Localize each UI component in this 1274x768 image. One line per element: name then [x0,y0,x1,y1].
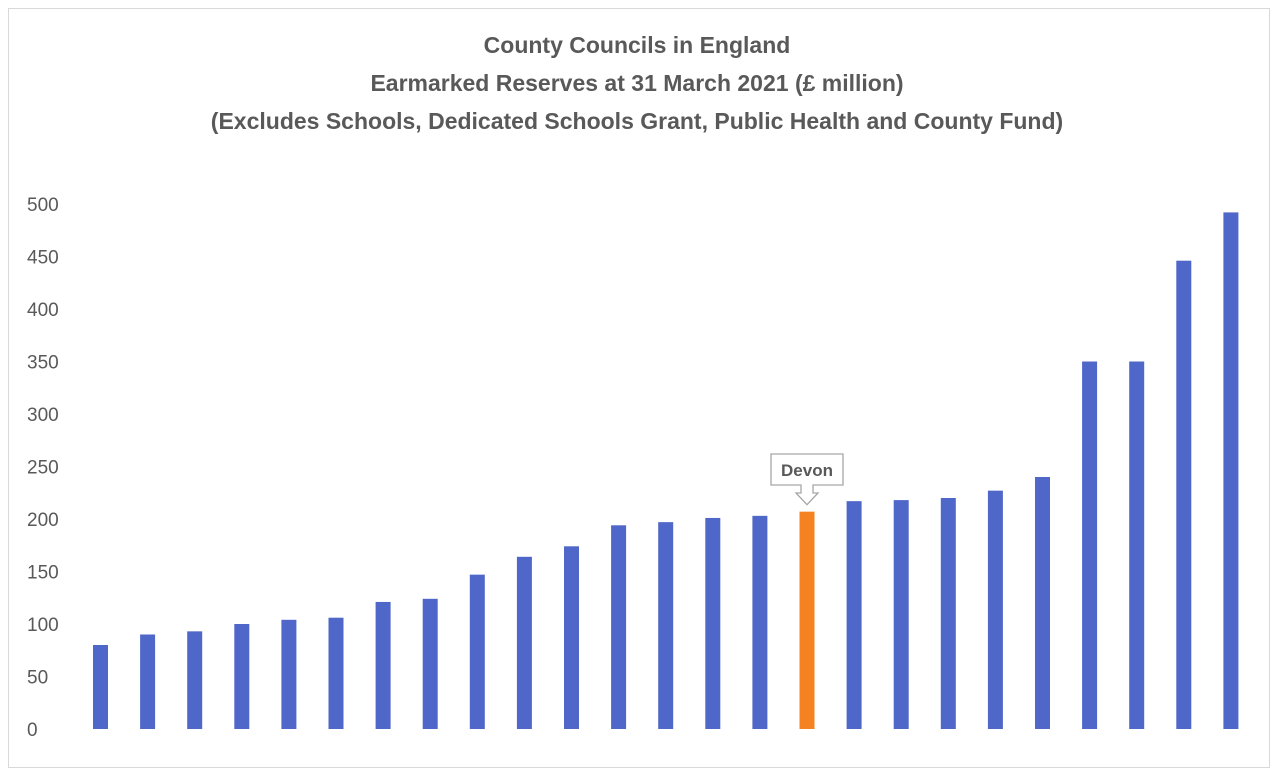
bar [93,645,108,729]
bar [281,620,296,729]
bar [988,491,1003,729]
bar [470,575,485,729]
y-tick-label: 400 [27,300,59,321]
bar [187,631,202,729]
bar [234,624,249,729]
bar [705,518,720,729]
bar-chart: 0 50 100 150 200 250 300 350 400 450 500 Devon [0,0,1274,751]
bar [752,516,767,729]
y-tick-label: 0 [27,720,38,741]
devon-callout: Devon [771,454,843,505]
bar [941,498,956,729]
bar [847,501,862,729]
bar [658,522,673,729]
y-tick-label: 350 [27,353,59,374]
bar [1035,477,1050,729]
bar [611,525,626,729]
y-tick-label: 100 [27,615,59,636]
bar [1223,212,1238,729]
y-tick-label: 300 [27,405,59,426]
bar [376,602,391,729]
bars [93,212,1238,729]
bar [1082,362,1097,730]
bar [1129,362,1144,730]
bar [140,635,155,730]
bar [894,500,909,729]
callout-label: Devon [781,461,833,480]
y-axis: 0 50 100 150 200 250 300 350 400 450 500 [27,195,59,741]
bar [517,557,532,729]
bar [1176,261,1191,729]
bar [423,599,438,729]
bar [564,546,579,729]
bar [329,618,344,729]
y-tick-label: 150 [27,563,59,584]
y-tick-label: 450 [27,248,59,269]
y-tick-label: 50 [27,668,48,689]
y-tick-label: 200 [27,510,59,531]
bar-highlight [800,512,815,729]
y-tick-label: 250 [27,458,59,479]
y-tick-label: 500 [27,195,59,216]
